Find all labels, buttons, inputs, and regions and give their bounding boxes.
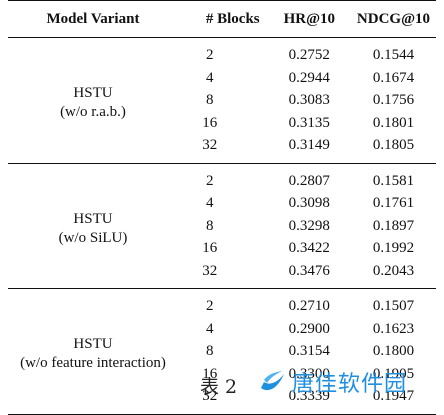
num-blocks-cell: 2 xyxy=(206,172,214,189)
num-blocks-cell: 4 xyxy=(206,69,214,86)
header-hr-at-10: HR@10 xyxy=(267,0,351,38)
model-variant-cell: HSTU (w/o SiLU) xyxy=(8,163,178,289)
model-variant-name: HSTU xyxy=(73,336,113,353)
header-ndcg-at-10: NDCG@10 xyxy=(350,0,436,38)
table-row: 16 0.3135 0.1801 xyxy=(8,112,436,135)
ndcg-at-10-cell: 0.1761 xyxy=(372,195,415,212)
table-caption: 表 2 xyxy=(200,376,238,398)
table-row: 4 0.2944 0.1674 xyxy=(8,67,436,90)
num-blocks-cell: 2 xyxy=(206,298,214,315)
num-blocks-cell: 32 xyxy=(177,134,268,164)
table-body: HSTU (w/o r.a.b.) 2 0.2752 0.1544 4 0.2944 0.16… xyxy=(8,37,436,415)
table-row: 16 0.3300 0.1905 xyxy=(8,363,436,386)
header-model-variant: Model Variant xyxy=(8,0,178,38)
table-header-row: Model Variant # Blocks HR@10 NDCG@10 xyxy=(8,0,436,38)
model-variant-note: (w/o r.a.b.) xyxy=(60,104,126,121)
num-blocks-cell: 8 xyxy=(206,92,214,109)
table-row: 8 0.3083 0.1756 xyxy=(8,89,436,112)
hr-at-10-cell: 0.3098 xyxy=(288,195,330,212)
ndcg-at-10-cell: 0.1805 xyxy=(350,134,436,164)
num-blocks-cell: 8 xyxy=(206,217,214,234)
num-blocks-cell: 16 xyxy=(202,240,218,257)
model-variant-cell: HSTU (w/o r.a.b.) xyxy=(8,37,178,164)
model-variant-name: HSTU xyxy=(73,210,113,227)
hr-at-10-cell: 0.3149 xyxy=(267,134,351,164)
table-row: HSTU (w/o SiLU) 2 0.2807 0.1581 xyxy=(8,163,436,289)
header-blocks: # Blocks xyxy=(177,0,268,38)
watermark-text: 唐佳软件园 xyxy=(292,372,408,397)
num-blocks-cell: 16 xyxy=(202,114,218,131)
hr-at-10-cell: 0.3300 xyxy=(288,365,330,382)
ndcg-at-10-cell: 0.2043 xyxy=(350,259,436,289)
ndcg-at-10-cell: 0.1992 xyxy=(372,240,415,257)
results-table: Model Variant # Blocks HR@10 NDCG@10 HST… xyxy=(8,0,436,415)
model-variant-cell: HSTU (w/o feature interaction) xyxy=(8,288,178,415)
results-table-container: Model Variant # Blocks HR@10 NDCG@10 HST… xyxy=(8,0,436,415)
hr-at-10-cell: 0.3154 xyxy=(288,343,330,360)
ndcg-at-10-cell: 0.1623 xyxy=(372,320,415,337)
ndcg-at-10-cell: 0.1905 xyxy=(372,365,415,382)
table-row: 8 0.3154 0.1800 xyxy=(8,340,436,363)
table-row: HSTU (w/o feature interaction) 2 0.2710 0.15… xyxy=(8,288,436,415)
table-row: 16 0.3422 0.1992 xyxy=(8,237,436,260)
ndcg-at-10-cell: 0.1756 xyxy=(372,92,415,109)
ndcg-at-10-cell: 0.1581 xyxy=(372,172,415,189)
hr-at-10-cell: 0.2900 xyxy=(288,320,330,337)
watermark: 唐佳软件园 xyxy=(258,366,407,398)
table-row: 4 0.3098 0.1761 xyxy=(8,192,436,215)
ndcg-at-10-cell: 0.1897 xyxy=(372,217,415,234)
hr-at-10-cell: 0.3298 xyxy=(288,217,330,234)
num-blocks-cell: 8 xyxy=(206,343,214,360)
ndcg-at-10-cell: 0.1801 xyxy=(372,114,415,131)
model-variant-name: HSTU xyxy=(73,85,113,102)
hr-at-10-cell: 0.2710 xyxy=(288,298,330,315)
num-blocks-cell: 32 xyxy=(177,259,268,289)
model-variant-note: (w/o SiLU) xyxy=(58,229,128,246)
table-row: 32 0.3476 0.2043 xyxy=(8,259,436,289)
hr-at-10-cell: 0.2752 xyxy=(288,47,330,64)
hr-at-10-cell: 0.3476 xyxy=(267,259,351,289)
ndcg-at-10-cell: 0.1800 xyxy=(372,343,415,360)
ndcg-at-10-cell: 0.1544 xyxy=(372,47,415,64)
ndcg-at-10-cell: 0.1507 xyxy=(372,298,415,315)
ndcg-at-10-cell: 0.1674 xyxy=(372,69,415,86)
table-row: 8 0.3298 0.1897 xyxy=(8,215,436,238)
table-row: 4 0.2900 0.1623 xyxy=(8,318,436,341)
table-row: HSTU (w/o r.a.b.) 2 0.2752 0.1544 xyxy=(8,37,436,164)
hr-at-10-cell: 0.3422 xyxy=(288,240,330,257)
model-variant-note: (w/o feature interaction) xyxy=(20,355,166,372)
num-blocks-cell: 16 xyxy=(202,365,218,382)
num-blocks-cell: 4 xyxy=(206,195,214,212)
hr-at-10-cell: 0.3083 xyxy=(288,92,330,109)
hr-at-10-cell: 0.3135 xyxy=(288,114,330,131)
table-row: 32 0.3149 0.1805 xyxy=(8,134,436,164)
hr-at-10-cell: 0.2807 xyxy=(288,172,330,189)
num-blocks-cell: 2 xyxy=(206,47,214,64)
num-blocks-cell: 4 xyxy=(206,320,214,337)
swoosh-logo-icon xyxy=(258,368,288,396)
hr-at-10-cell: 0.2944 xyxy=(288,69,330,86)
